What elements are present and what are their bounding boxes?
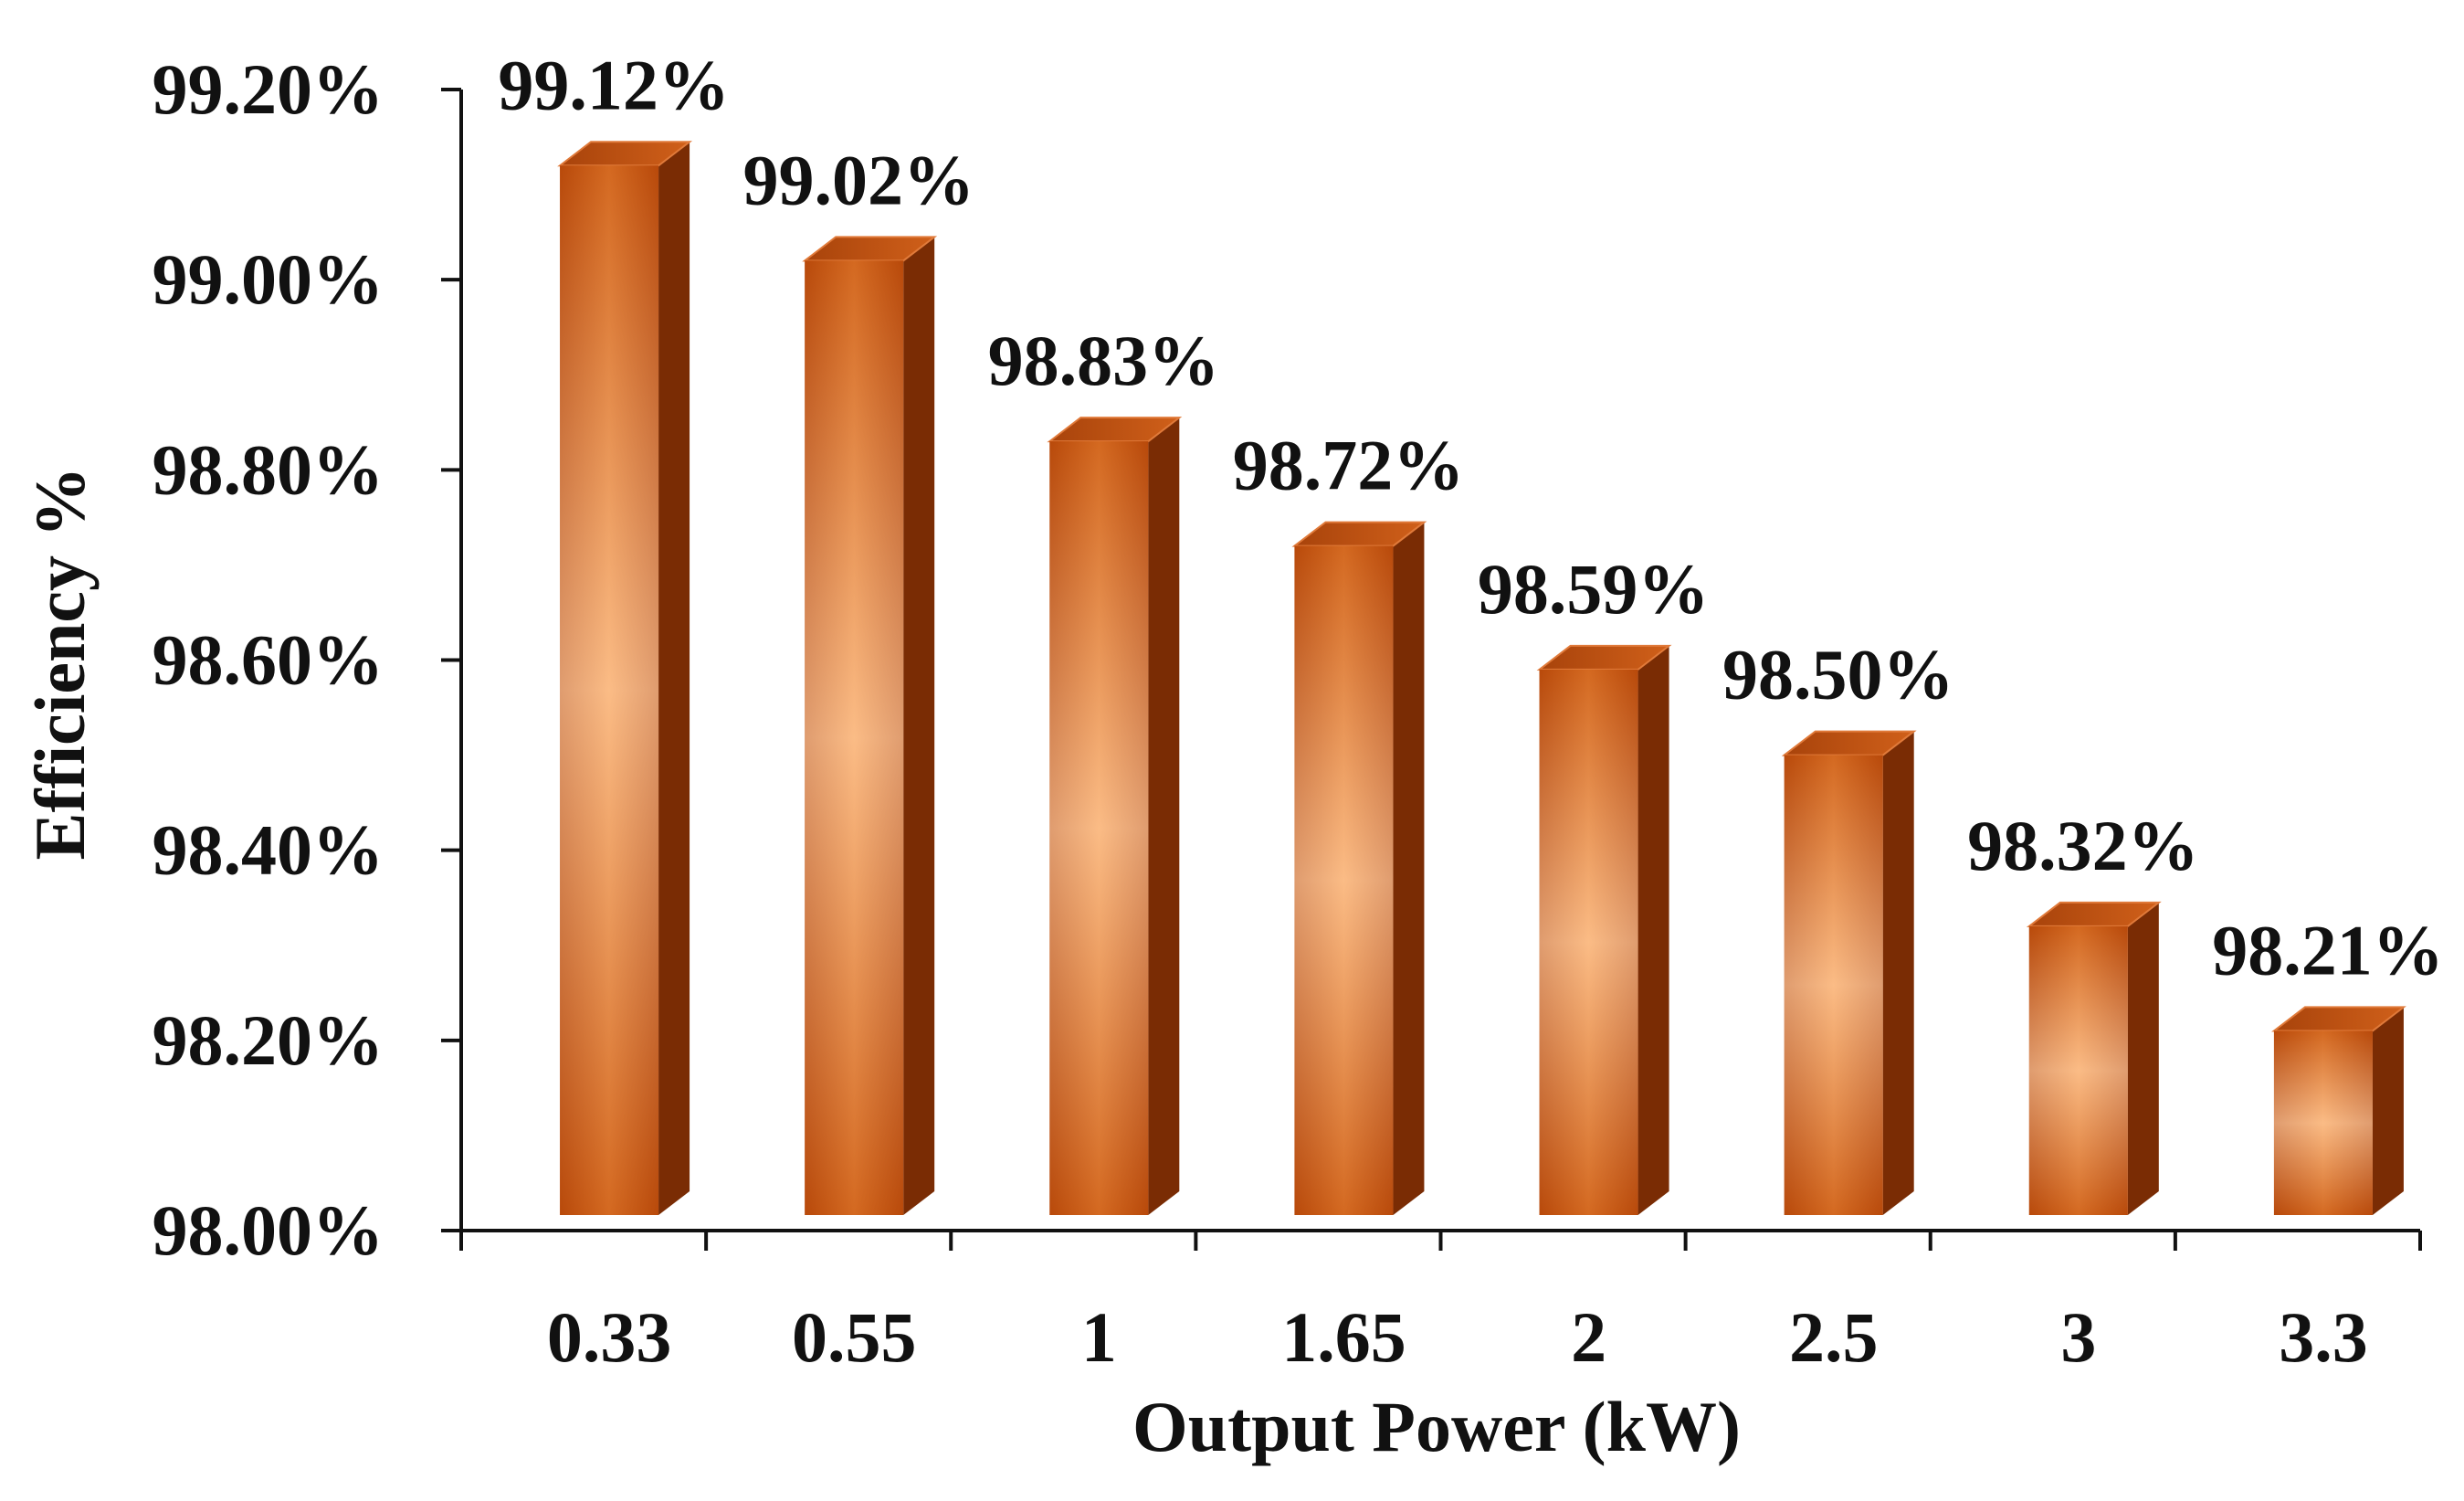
bar-front-highlight: [1784, 755, 1883, 1215]
bar-front-highlight: [560, 165, 659, 1216]
bar-front-highlight: [1294, 545, 1394, 1215]
x-axis-title: Output Power (kW): [1132, 1387, 1741, 1466]
x-tick-label: 3.3: [2279, 1297, 2368, 1377]
bar-front-highlight: [1049, 441, 1149, 1215]
bar-side: [2372, 1007, 2404, 1215]
bar-side: [1637, 645, 1669, 1215]
bar-side: [1148, 418, 1180, 1215]
bar: [1291, 521, 1427, 1215]
bar-front-highlight: [1539, 669, 1638, 1215]
bar-front-highlight: [2028, 925, 2128, 1215]
x-tick-label: 2.5: [1789, 1297, 1879, 1377]
y-tick-label: 99.20%: [153, 49, 384, 129]
bar: [1536, 644, 1672, 1215]
y-tick-label: 98.20%: [153, 1000, 384, 1080]
y-tick-label: 98.80%: [153, 429, 384, 509]
bar-front-highlight: [2273, 1031, 2373, 1215]
bar: [1047, 417, 1183, 1215]
data-label: 98.83%: [988, 321, 1220, 400]
y-axis-title: Efficiency %: [20, 466, 100, 860]
x-tick-label: 2: [1571, 1297, 1606, 1377]
y-axis: 98.00% 98.20% 98.40% 98.60% 98.80% 99.00% 99.2…: [153, 49, 463, 1270]
y-tick-label: 98.40%: [153, 810, 384, 890]
bar-side: [1882, 731, 1914, 1215]
data-labels: 99.12%99.02% 98.83%98.72%98.59%98.50% 98.3…: [498, 45, 2443, 989]
x-axis: 0.33 0.55 1 1.65 2 2.5 3 3.3: [459, 1229, 2422, 1377]
bar-front-highlight: [805, 260, 904, 1216]
data-label: 98.32%: [1967, 806, 2199, 885]
data-label: 98.21%: [2212, 910, 2444, 989]
x-tick-label: 3: [2060, 1297, 2096, 1377]
y-tick-label: 99.00%: [153, 239, 384, 319]
bar-side: [658, 142, 690, 1216]
bar-side: [1393, 522, 1425, 1215]
bar: [2270, 1006, 2406, 1215]
bar: [1781, 730, 1917, 1215]
x-tick-label: 0.33: [547, 1297, 672, 1377]
bars: [557, 141, 2406, 1216]
y-tick-label: 98.60%: [153, 620, 384, 700]
bar: [2026, 901, 2162, 1215]
data-label: 99.12%: [498, 45, 730, 124]
y-tick-label: 98.00%: [153, 1190, 384, 1270]
data-label: 98.50%: [1722, 635, 1954, 714]
x-tick-label: 0.55: [792, 1297, 917, 1377]
x-tick-label: 1.65: [1281, 1297, 1406, 1377]
data-label: 98.72%: [1233, 426, 1465, 505]
bar-side: [903, 237, 935, 1216]
x-tick-label: 1: [1081, 1297, 1117, 1377]
bar: [557, 141, 693, 1216]
bar: [802, 236, 938, 1216]
bar-side: [2127, 902, 2159, 1215]
data-label: 98.59%: [1478, 549, 1710, 629]
data-label: 99.02%: [742, 140, 974, 219]
